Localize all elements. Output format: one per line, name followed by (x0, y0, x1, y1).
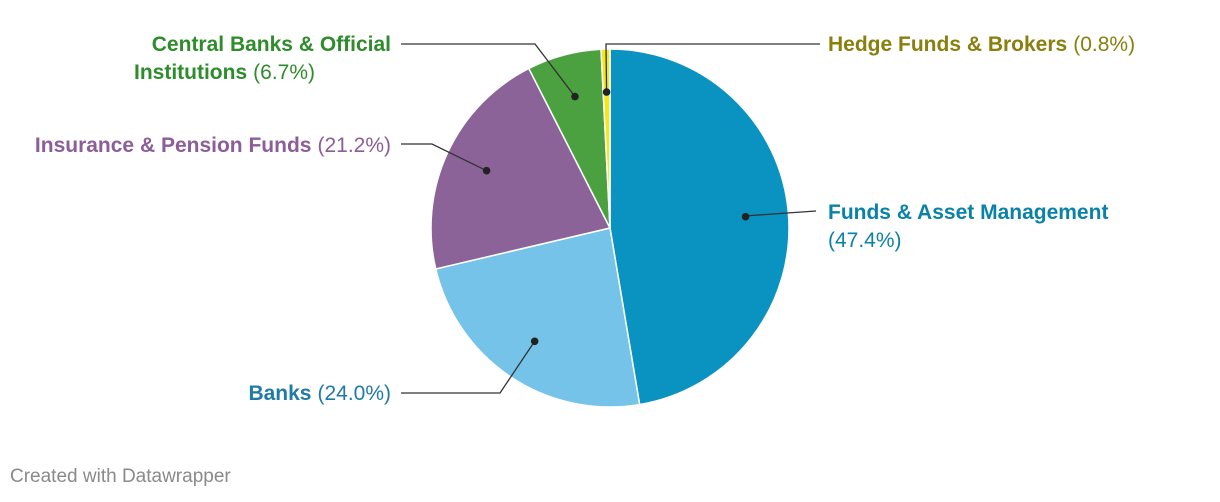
leader-dot (602, 88, 611, 96)
label-hedge-funds-brokers: Hedge Funds & Brokers (0.8%) (828, 33, 1135, 56)
leader-line (401, 143, 487, 172)
leader-lines (401, 43, 820, 394)
label-central-banks-official-institutions: Central Banks & Official Institutions (6.7… (134, 33, 391, 84)
leader-dot (530, 337, 539, 346)
leader-dot (571, 92, 579, 101)
leader-line (401, 43, 576, 97)
leader-dot (741, 212, 750, 221)
leader-line (605, 43, 820, 93)
label-funds-asset-management: Funds & Asset Management (47.4%) (828, 201, 1108, 252)
pie-chart: Funds & Asset Management (47.4%) Banks (24… (35, 33, 1135, 408)
label-banks: Banks (24.0%) (248, 382, 391, 405)
pie-slices (430, 48, 790, 408)
pie-slice-funds-asset-management (609, 48, 790, 406)
pie-slice-insurance-pension-funds (430, 67, 612, 270)
label-insurance-pension-funds: Insurance & Pension Funds (21.2%) (35, 134, 391, 157)
datawrapper-credit: Created with Datawrapper (10, 466, 231, 487)
leader-dot (482, 166, 491, 175)
slice-labels: Funds & Asset Management (47.4%) Banks (24… (35, 33, 1135, 405)
leader-line (401, 340, 536, 394)
